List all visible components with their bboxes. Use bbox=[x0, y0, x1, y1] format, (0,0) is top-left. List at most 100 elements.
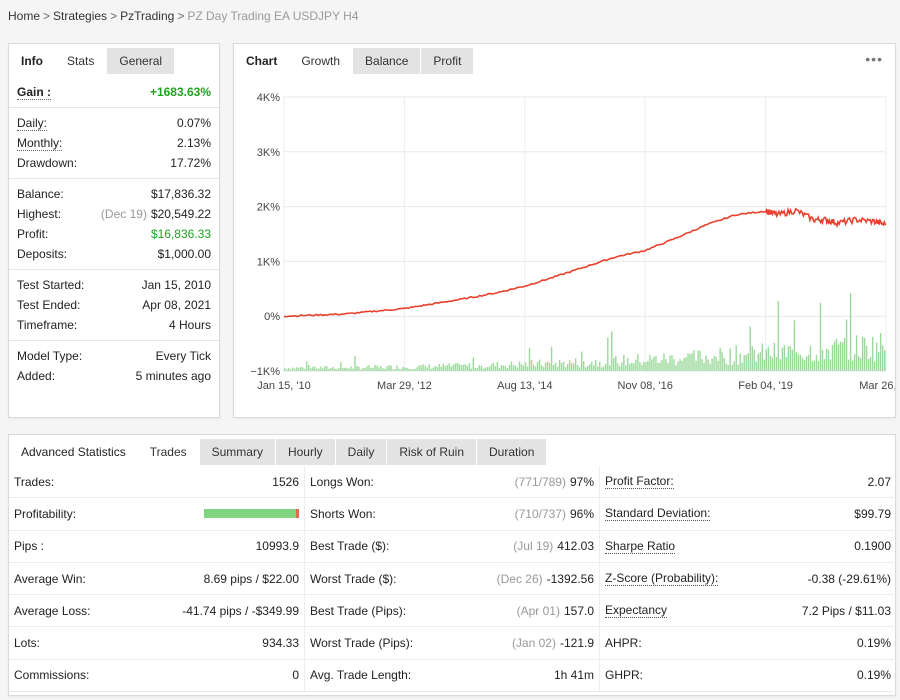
volume-bar bbox=[859, 358, 862, 371]
volume-bar bbox=[839, 341, 842, 371]
stat-label: Worst Trade ($): bbox=[310, 571, 397, 586]
stat-row: Trades: 1526 bbox=[9, 466, 304, 499]
volume-bar bbox=[368, 365, 370, 371]
volume-bar bbox=[290, 369, 292, 371]
tab-stats[interactable]: Stats bbox=[55, 48, 107, 74]
stat-value: 157.0 bbox=[563, 603, 594, 618]
stat-row: Average Loss: -41.74 pips / -$349.99 bbox=[9, 595, 304, 628]
stat-label[interactable]: Z-Score (Probability): bbox=[605, 571, 719, 587]
stat-label[interactable]: Expectancy bbox=[605, 603, 668, 619]
tab-trades[interactable]: Trades bbox=[137, 439, 199, 465]
volume-bar bbox=[476, 367, 479, 371]
volume-bar bbox=[482, 368, 485, 371]
volume-bar bbox=[512, 365, 515, 371]
volume-bar bbox=[879, 333, 882, 371]
volume-bar bbox=[793, 320, 796, 371]
tab-profit[interactable]: Profit bbox=[420, 48, 474, 74]
volume-bar bbox=[454, 363, 456, 371]
profit-value: $16,836.33 bbox=[150, 227, 211, 241]
tab-daily[interactable]: Daily bbox=[334, 439, 387, 465]
stat-value: 1h 41m bbox=[553, 668, 594, 683]
volume-bar bbox=[498, 368, 501, 371]
volume-bar bbox=[506, 368, 509, 371]
stat-label: Best Trade (Pips): bbox=[310, 603, 407, 618]
volume-bar bbox=[753, 349, 755, 371]
stat-value: 97% bbox=[569, 474, 594, 489]
test-started-value: Jan 15, 2010 bbox=[141, 278, 211, 292]
stat-label[interactable]: Sharpe Ratio bbox=[605, 538, 676, 554]
stat-muted: (Dec 26) bbox=[496, 571, 543, 586]
tab-duration[interactable]: Duration bbox=[476, 439, 547, 465]
breadcrumb-pztrading[interactable]: PzTrading bbox=[120, 9, 175, 23]
tab-hourly[interactable]: Hourly bbox=[274, 439, 335, 465]
volume-bar bbox=[408, 368, 410, 371]
volume-bar bbox=[865, 345, 868, 371]
monthly-label[interactable]: Monthly: bbox=[17, 135, 63, 151]
y-axis-ticks: 4K% 3K% 2K% 1K% 0% −1K% bbox=[250, 92, 280, 378]
tab-chart[interactable]: Chart bbox=[234, 48, 290, 74]
volume-bar bbox=[719, 347, 721, 371]
volume-bar bbox=[318, 368, 320, 371]
tab-advanced-statistics[interactable]: Advanced Statistics bbox=[9, 439, 138, 465]
stat-value: $99.79 bbox=[854, 506, 891, 521]
growth-line-layer bbox=[283, 206, 887, 318]
daily-label[interactable]: Daily: bbox=[17, 115, 48, 131]
stat-value: -0.38 (-29.61%) bbox=[807, 571, 891, 586]
x-tick-label: Mar 26, '… bbox=[859, 380, 895, 392]
volume-bar bbox=[709, 363, 711, 371]
volume-bar bbox=[787, 346, 790, 371]
stat-row: AHPR: 0.19% bbox=[600, 627, 896, 660]
breadcrumb-home[interactable]: Home bbox=[8, 9, 41, 23]
volume-bar bbox=[619, 366, 621, 371]
volume-bar bbox=[534, 366, 537, 371]
volume-bar bbox=[470, 368, 473, 371]
volume-bar bbox=[466, 365, 469, 371]
stat-value: 10993.9 bbox=[255, 539, 299, 554]
tab-info[interactable]: Info bbox=[9, 48, 55, 74]
volume-bar bbox=[526, 366, 529, 371]
volume-bar bbox=[593, 365, 595, 371]
volume-bar bbox=[344, 367, 346, 371]
tab-growth[interactable]: Growth bbox=[289, 48, 353, 74]
test-ended-row: Test Ended: Apr 08, 2021 bbox=[9, 295, 219, 315]
added-row: Added: 5 minutes ago bbox=[9, 366, 219, 386]
volume-bar bbox=[757, 353, 759, 371]
volume-bar bbox=[627, 357, 629, 371]
stat-label[interactable]: Standard Deviation: bbox=[605, 506, 711, 522]
more-options-icon[interactable]: ••• bbox=[865, 51, 883, 67]
volume-bar bbox=[689, 354, 691, 371]
stat-row: Lots: 934.33 bbox=[9, 627, 304, 660]
volume-bar bbox=[673, 359, 675, 371]
volume-bar bbox=[356, 365, 358, 371]
stat-label: GHPR: bbox=[605, 668, 644, 683]
stat-label: AHPR: bbox=[605, 636, 642, 651]
profitability-bar bbox=[204, 508, 299, 518]
tab-general[interactable]: General bbox=[106, 48, 175, 74]
balance-label: Balance: bbox=[17, 187, 64, 201]
volume-bar bbox=[348, 368, 350, 371]
stat-value: 96% bbox=[569, 506, 594, 521]
volume-bar bbox=[294, 368, 296, 371]
stat-label[interactable]: Profit Factor: bbox=[605, 474, 674, 490]
gain-label[interactable]: Gain : bbox=[17, 84, 52, 100]
tab-summary[interactable]: Summary bbox=[198, 439, 275, 465]
volume-bar bbox=[633, 363, 635, 371]
volume-bar bbox=[611, 331, 613, 371]
profit-label: Profit: bbox=[17, 227, 49, 241]
stat-value: 7.2 Pips / $11.03 bbox=[801, 603, 891, 618]
tab-balance[interactable]: Balance bbox=[352, 48, 421, 74]
stat-value-wrap bbox=[204, 507, 299, 521]
stats-column-2: Longs Won: (771/789) 97% Shorts Won: (710/73… bbox=[304, 466, 599, 693]
stat-value-wrap: 0.19% bbox=[857, 668, 891, 682]
volume-bar bbox=[707, 359, 709, 371]
volume-bar bbox=[697, 350, 699, 371]
stat-muted: (771/789) bbox=[514, 474, 566, 489]
volume-bar bbox=[564, 367, 567, 371]
stat-row: Profit Factor: 2.07 bbox=[600, 466, 896, 499]
info-panel: Info Stats General Gain : +1683.63% Dail… bbox=[8, 43, 220, 418]
tab-risk-of-ruin[interactable]: Risk of Ruin bbox=[386, 439, 477, 465]
breadcrumb-strategies[interactable]: Strategies bbox=[53, 9, 108, 23]
volume-bar bbox=[580, 351, 583, 371]
volume-bar bbox=[761, 343, 763, 371]
volume-bar bbox=[320, 366, 322, 371]
